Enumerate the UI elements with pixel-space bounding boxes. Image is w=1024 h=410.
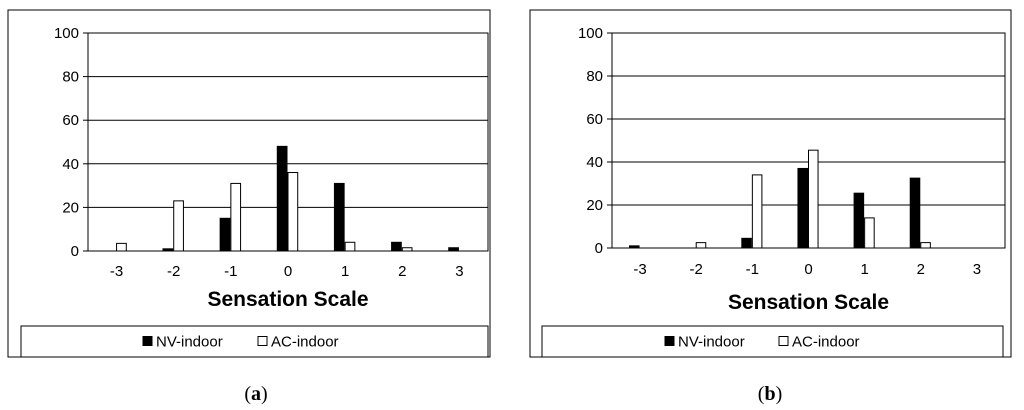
x-tick-label: -3 <box>633 261 646 278</box>
x-axis-title: Sensation Scale <box>728 291 889 314</box>
x-tick-label: 3 <box>455 263 463 280</box>
bar-ac-indoor-2 <box>401 247 413 252</box>
legend-swatch-nv-indoor <box>664 336 675 346</box>
bar-ac-indoor-2 <box>920 242 931 249</box>
bar-ac-indoor-1 <box>864 217 875 249</box>
y-tick-label: 40 <box>62 156 79 173</box>
bar-ac-indoor--3 <box>116 242 127 252</box>
bar-nv-indoor-3 <box>448 247 459 252</box>
bar-ac-indoor-0 <box>287 172 299 252</box>
y-tick-label: 80 <box>62 69 79 86</box>
panel-label: (a) <box>244 383 267 405</box>
legend-swatch-ac-indoor <box>257 336 268 346</box>
legend-label-nv-indoor: NV-indoor <box>678 334 745 351</box>
legend-swatch-ac-indoor <box>778 336 789 346</box>
bar-nv-indoor-2 <box>909 177 921 249</box>
x-tick-label: 0 <box>804 261 812 278</box>
x-tick-label: -2 <box>167 263 180 280</box>
x-axis-title: Sensation Scale <box>207 288 368 311</box>
bar-ac-indoor--2 <box>695 242 707 249</box>
y-tick-label: 100 <box>54 25 79 42</box>
y-tick-label: 40 <box>586 154 603 171</box>
legend-box <box>541 325 1004 358</box>
y-tick-label: 20 <box>586 197 603 214</box>
x-tick-label: -1 <box>746 261 759 278</box>
legend-box <box>20 325 489 358</box>
x-tick-label: -1 <box>224 263 237 280</box>
y-tick-label: 100 <box>578 25 603 42</box>
panel-label: (b) <box>758 383 782 405</box>
panel-letter: a <box>251 383 261 405</box>
bar-nv-indoor--3 <box>629 245 640 249</box>
bar-nv-indoor--1 <box>219 217 231 252</box>
chart-panel-b: 0 20 40 60 80 100 -3 -2 -1 0 1 2 3 Sensation Scale NV-… <box>529 9 1012 405</box>
x-tick-label: 2 <box>917 261 925 278</box>
bar-ac-indoor-1 <box>344 241 356 252</box>
y-tick-label: 0 <box>71 243 79 260</box>
bar-nv-indoor--1 <box>741 237 752 249</box>
y-tick-label: 20 <box>62 199 79 216</box>
legend-label-ac-indoor: AC-indoor <box>792 334 860 351</box>
x-tick-label: 2 <box>398 263 406 280</box>
bar-nv-indoor-0 <box>797 167 808 249</box>
legend-swatch-nv-indoor <box>142 336 153 346</box>
y-tick-label: 60 <box>586 111 603 128</box>
bar-nv-indoor-0 <box>276 145 288 252</box>
x-tick-label: 1 <box>860 261 868 278</box>
y-tick-label: 80 <box>586 68 603 85</box>
legend-label-nv-indoor: NV-indoor <box>156 334 223 351</box>
x-tick-label: 0 <box>284 263 292 280</box>
bar-nv-indoor-1 <box>333 182 345 252</box>
x-tick-label: 1 <box>341 263 349 280</box>
x-tick-label: -2 <box>690 261 703 278</box>
y-tick-label: 60 <box>62 112 79 129</box>
bar-ac-indoor--1 <box>751 174 763 249</box>
panel-letter: b <box>764 383 775 405</box>
legend-label-ac-indoor: AC-indoor <box>271 334 339 351</box>
x-tick-label: 3 <box>973 261 981 278</box>
y-tick-label: 0 <box>595 240 603 257</box>
bar-ac-indoor-0 <box>808 149 819 249</box>
x-tick-label: -3 <box>110 263 123 280</box>
bar-ac-indoor--1 <box>230 182 242 252</box>
chart-panel-a: 0 20 40 60 80 100 -3 -2 -1 0 1 2 3 Sensation Scale NV-… <box>7 9 491 405</box>
bar-nv-indoor-2 <box>391 241 402 252</box>
bar-nv-indoor-1 <box>853 192 865 249</box>
bar-nv-indoor--2 <box>162 248 174 252</box>
bar-ac-indoor--2 <box>173 200 184 252</box>
